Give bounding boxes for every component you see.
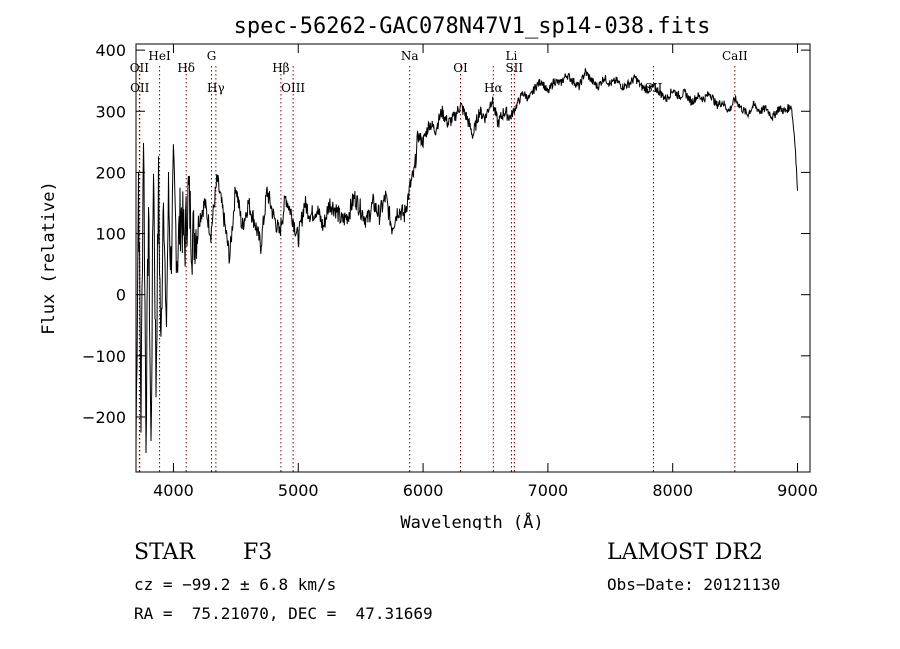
spectrum-line <box>135 68 798 454</box>
marker-label-4: Hγ <box>207 81 225 95</box>
x-tick-label-1: 5000 <box>278 481 319 500</box>
x-tick-label-3: 7000 <box>528 481 569 500</box>
spectrum-series <box>135 68 798 454</box>
object-subclass: F3 <box>243 540 273 565</box>
marker-label-7: OIII <box>281 81 305 95</box>
marker-label-12: SII <box>505 61 523 75</box>
marker-label-14: CaII <box>722 49 748 63</box>
y-tick-label-3: 100 <box>95 225 126 244</box>
x-tick-label-0: 4000 <box>153 481 194 500</box>
survey-name: LAMOST DR2 <box>607 540 763 565</box>
marker-label-3: Hδ <box>177 61 195 75</box>
y-tick-label-2: 0 <box>116 286 126 305</box>
y-tick-label-6: 400 <box>95 41 126 60</box>
x-axis-label: Wavelength (Å) <box>400 511 543 530</box>
marker-label-10: Hα <box>484 81 503 95</box>
marker-label-11: Li <box>506 49 518 63</box>
plot-frame <box>135 43 811 473</box>
x-tick-label-4: 8000 <box>652 481 693 500</box>
marker-label-6: Hβ <box>272 61 289 75</box>
object-class: STAR <box>134 540 195 565</box>
y-tick-label-1: −100 <box>82 347 126 366</box>
marker-label-5: G <box>207 49 217 63</box>
spectrum-chart: spec-56262-GAC078N47V1_sp14-038.fits OII… <box>39 14 818 530</box>
marker-label-2: HeI <box>148 49 171 63</box>
y-tick-label-5: 300 <box>95 102 126 121</box>
velocity-readout: cz = −99.2 ± 6.8 km/s <box>134 575 337 594</box>
x-tick-label-2: 6000 <box>403 481 444 500</box>
observation-date: Obs−Date: 20121130 <box>607 575 781 594</box>
x-tick-label-5: 9000 <box>777 481 818 500</box>
y-tick-label-4: 200 <box>95 163 126 182</box>
chart-title: spec-56262-GAC078N47V1_sp14-038.fits <box>234 14 711 39</box>
y-tick-label-0: −200 <box>82 408 126 427</box>
marker-label-8: Na <box>401 49 419 63</box>
axes: 4000 5000 6000 7000 8000 9000 −200 −100 0 100 200 3… <box>82 41 818 500</box>
coordinates-readout: RA = 75.21070, DEC = 47.31669 <box>134 604 433 623</box>
marker-label-9: OI <box>453 61 468 75</box>
marker-label-1: OII <box>130 81 150 95</box>
y-axis-label: Flux (relative) <box>39 181 59 335</box>
marker-label-0: OII <box>130 61 150 75</box>
